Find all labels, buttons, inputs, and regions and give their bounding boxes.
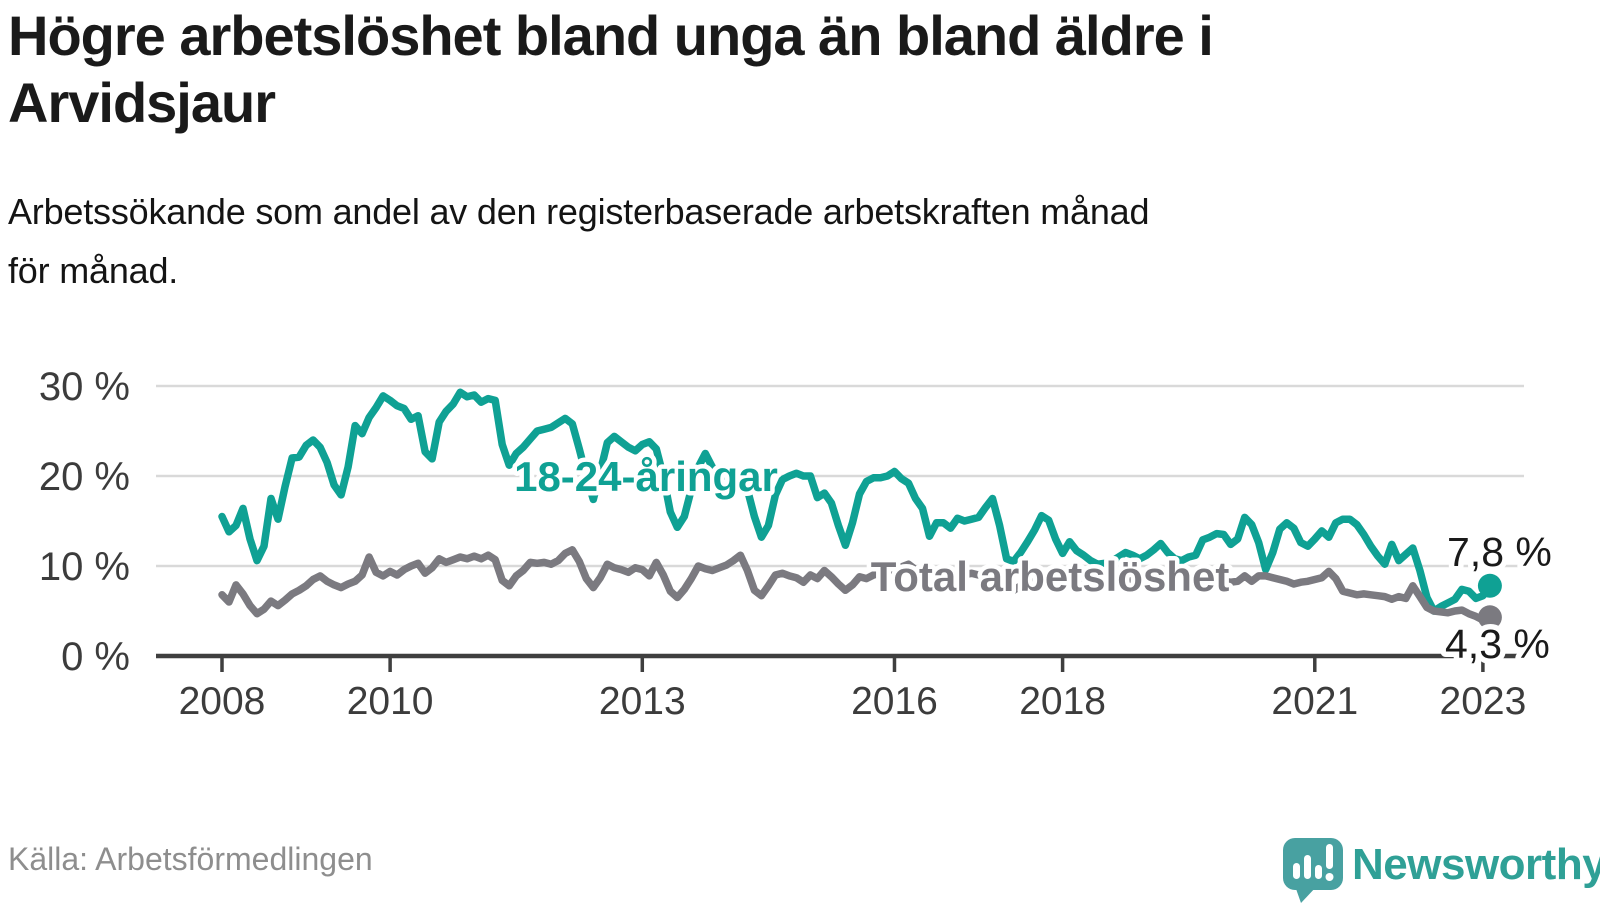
series-label-total: Total arbetslöshet xyxy=(871,553,1230,600)
x-tick-label-2008: 2008 xyxy=(179,680,266,723)
series-line-total xyxy=(218,546,1494,624)
exclamation-bar-glyph xyxy=(1326,844,1333,869)
chart-subtitle: Arbetssökande som andel av den registerb… xyxy=(8,182,1149,300)
series-end-dot-young xyxy=(1477,573,1502,598)
y-tick-label-30: 30 % xyxy=(39,365,130,409)
bar-glyph-3 xyxy=(1315,865,1322,879)
y-tick-label-20: 20 % xyxy=(39,455,130,499)
series-line-young xyxy=(218,388,1494,615)
x-tick-label-2013: 2013 xyxy=(599,680,686,723)
page-title: Högre arbetslöshet bland unga än bland ä… xyxy=(8,2,1214,136)
end-value-label-young: 7,8 % xyxy=(1447,529,1552,575)
source-credit: Källa: Arbetsförmedlingen xyxy=(8,841,373,877)
x-tick-label-2021: 2021 xyxy=(1271,680,1358,723)
title-line-2: Arvidsjaur xyxy=(8,71,276,134)
exclamation-dot-glyph xyxy=(1325,873,1334,881)
series-label-young: 18-24-åringar xyxy=(514,453,778,500)
speech-bubble-tail xyxy=(1295,886,1317,903)
x-tick-label-2010: 2010 xyxy=(347,680,434,723)
newsworthy-logo-icon xyxy=(1283,838,1343,903)
series-end-dot-total xyxy=(1477,605,1502,630)
newsworthy-wordmark: Newsworthy xyxy=(1352,840,1600,889)
subtitle-line-1: Arbetssökande som andel av den registerb… xyxy=(8,191,1150,232)
x-tick-label-2016: 2016 xyxy=(851,680,938,723)
x-tick-label-2018: 2018 xyxy=(1019,680,1106,723)
subtitle-line-2: för månad. xyxy=(8,250,179,291)
y-tick-label-0: 0 % xyxy=(61,635,130,679)
end-value-label-total: 4,3 % xyxy=(1445,621,1550,667)
speech-bubble-shape xyxy=(1283,838,1343,890)
title-line-1: Högre arbetslöshet bland unga än bland ä… xyxy=(8,4,1214,67)
x-tick-label-2023: 2023 xyxy=(1440,680,1527,723)
y-tick-label-10: 10 % xyxy=(39,545,130,589)
bar-glyph-2 xyxy=(1304,855,1311,879)
bar-glyph-1 xyxy=(1293,863,1300,879)
